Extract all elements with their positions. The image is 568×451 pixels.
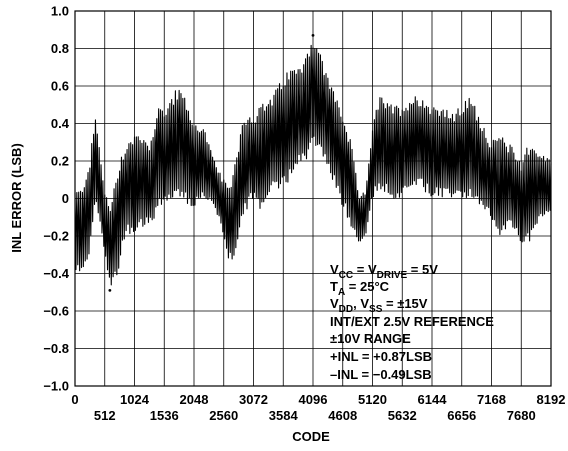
x-tick-label: 4096 <box>299 392 328 407</box>
y-axis-ticks: 1.0 0.8 0.6 0.4 0.2 0 −0.2 −0.4 −0.6 −0.8 −1.0 <box>43 4 69 394</box>
y-tick-label: 0 <box>62 191 69 206</box>
x-tick-label: 6656 <box>447 408 476 423</box>
y-tick-label: −0.2 <box>43 229 69 244</box>
annotation-line-plus-inl: +INL = +0.87LSB <box>330 349 432 364</box>
x-tick-label: 2048 <box>180 392 209 407</box>
x-tick-label: 2560 <box>209 408 238 423</box>
y-tick-label: 0.2 <box>51 154 69 169</box>
y-tick-label: −0.8 <box>43 341 69 356</box>
annotation-line-supply: VCC = VDRIVE = 5V <box>330 262 438 281</box>
annotation-line-minus-inl: –INL = −0.49LSB <box>330 367 432 382</box>
inl-trace <box>74 33 552 292</box>
plot-frame <box>74 10 552 387</box>
y-tick-label: 0.8 <box>51 41 69 56</box>
x-tick-label: 4608 <box>328 408 357 423</box>
y-tick-label: 1.0 <box>51 4 69 19</box>
x-tick-label: 5632 <box>388 408 417 423</box>
annotation-line-reference: INT/EXT 2.5V REFERENCE <box>330 314 494 329</box>
y-tick-label: 0.6 <box>51 79 69 94</box>
min-inl-point <box>108 288 112 292</box>
y-tick-label: −1.0 <box>43 379 69 394</box>
y-tick-label: −0.4 <box>43 266 69 281</box>
x-tick-label: 512 <box>94 408 116 423</box>
y-tick-label: 0.4 <box>51 116 70 131</box>
annotation-line-temperature: TA = 25°C <box>330 279 390 298</box>
x-tick-label: 6144 <box>418 392 448 407</box>
x-tick-label: 0 <box>71 392 78 407</box>
x-axis-title: CODE <box>292 429 330 444</box>
y-tick-label: −0.6 <box>43 304 69 319</box>
x-tick-label: 7168 <box>477 392 506 407</box>
x-tick-label: 5120 <box>358 392 387 407</box>
x-tick-label: 1024 <box>120 392 150 407</box>
x-tick-label: 3072 <box>239 392 268 407</box>
y-axis-title: INL ERROR (LSB) <box>9 143 24 253</box>
conditions-annotation: VCC = VDRIVE = 5V TA = 25°C VDD, VSS = ±… <box>330 262 494 382</box>
x-axis-ticks: 0 1024 2048 3072 4096 5120 6144 7168 8192 512 1536… <box>71 392 565 423</box>
x-tick-label: 1536 <box>150 408 179 423</box>
annotation-line-range: ±10V RANGE <box>330 331 411 346</box>
max-inl-point <box>311 33 315 37</box>
grid <box>75 11 551 386</box>
x-tick-label: 8192 <box>537 392 566 407</box>
x-tick-label: 3584 <box>269 408 299 423</box>
annotation-line-rails: VDD, VSS = ±15V <box>330 296 428 315</box>
inl-line <box>74 44 552 286</box>
x-tick-label: 7680 <box>507 408 536 423</box>
